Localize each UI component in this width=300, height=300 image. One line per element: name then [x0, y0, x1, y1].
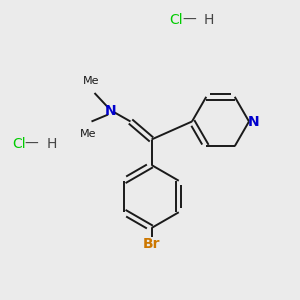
Text: N: N [105, 104, 117, 118]
Text: Br: Br [143, 238, 160, 251]
Text: Me: Me [80, 129, 97, 139]
Text: N: N [248, 115, 259, 128]
Text: Me: Me [83, 76, 100, 85]
Text: Cl: Cl [169, 13, 183, 26]
Text: —: — [182, 13, 196, 26]
Text: —: — [25, 137, 38, 151]
Text: H: H [204, 13, 214, 26]
Text: H: H [46, 137, 57, 151]
Text: Cl: Cl [12, 137, 26, 151]
